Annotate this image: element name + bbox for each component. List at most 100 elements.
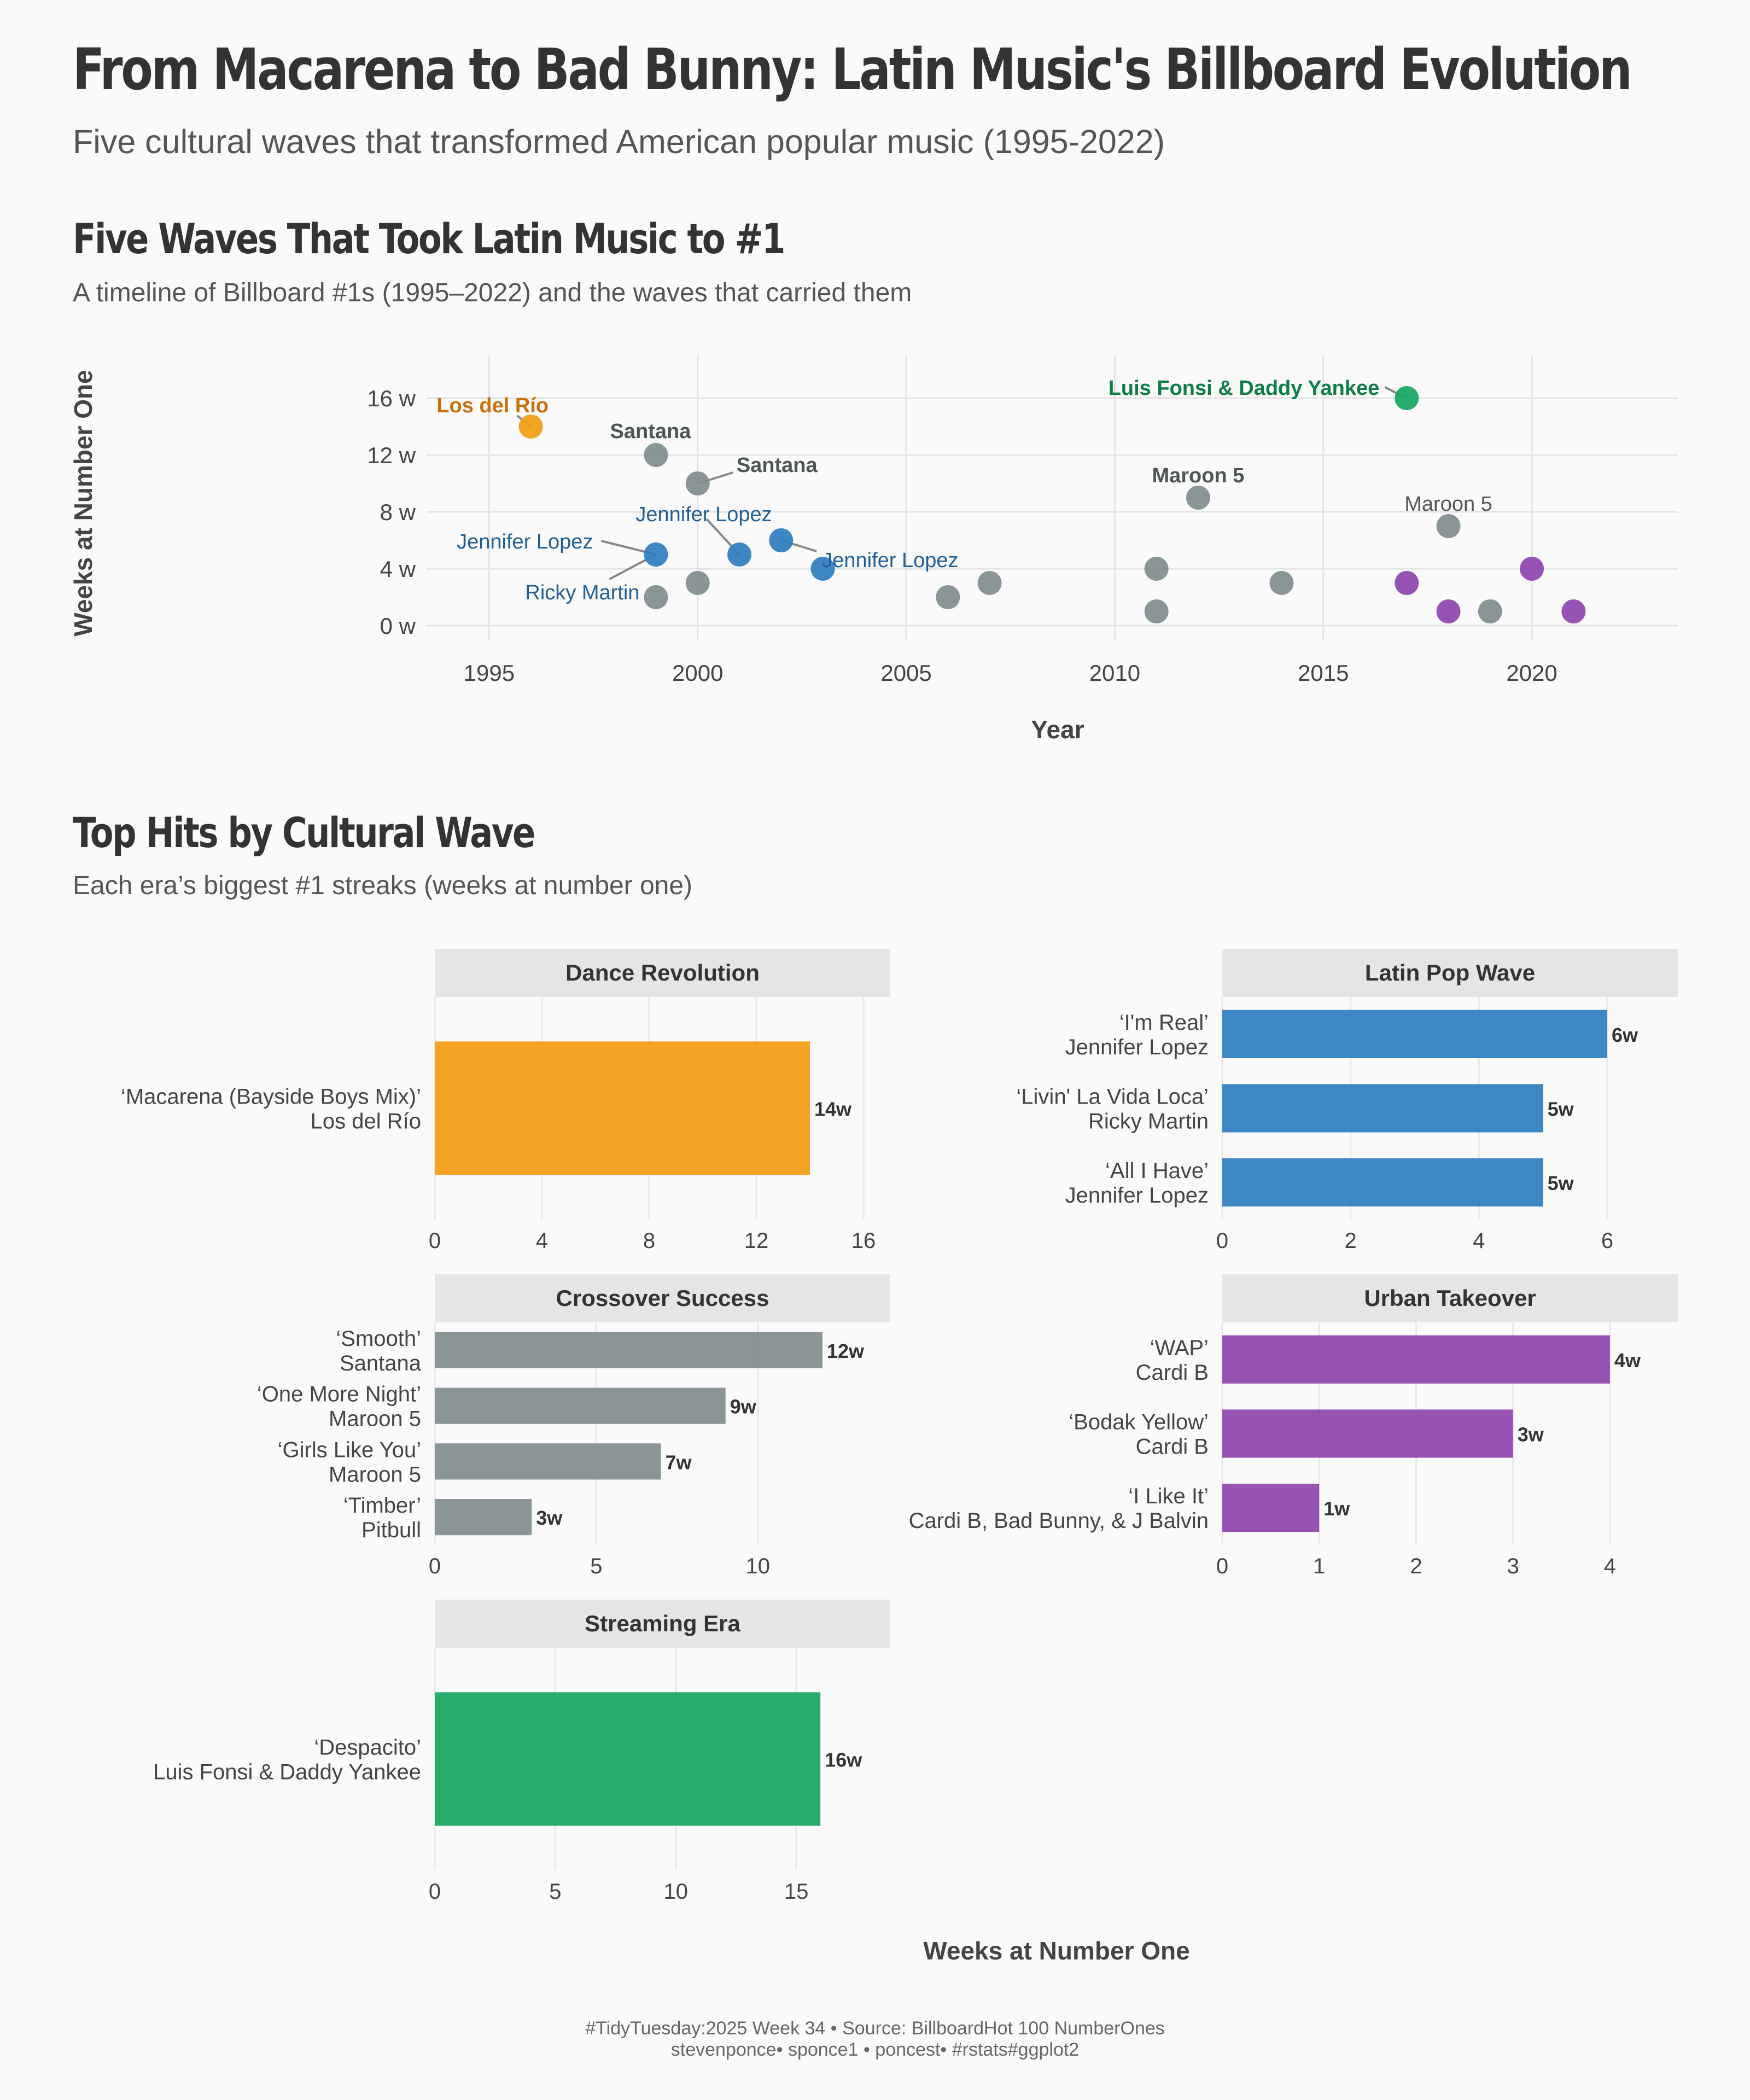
bar-artist-label: Luis Fonsi & Daddy Yankee <box>153 1760 421 1784</box>
bar-artist-label: Jennifer Lopez <box>1065 1035 1209 1059</box>
x-tick-label: 3 <box>1507 1554 1519 1578</box>
bars-section-subtitle: Each era’s biggest #1 streaks (weeks at … <box>73 871 693 900</box>
bar-artist-label: Maroon 5 <box>329 1462 421 1486</box>
timeline-point <box>936 585 960 609</box>
timeline-point <box>1561 599 1586 623</box>
facet-strip <box>1222 949 1678 997</box>
bar-value-label: 3w <box>536 1507 563 1529</box>
timeline-point <box>1395 571 1419 595</box>
timeline-point <box>644 443 668 467</box>
bar-song-label: ‘Macarena (Bayside Boys Mix)’ <box>121 1085 421 1109</box>
y-tick-label: 8 w <box>380 499 416 525</box>
x-tick-label: 0 <box>1216 1229 1228 1253</box>
x-tick-label: 1 <box>1313 1554 1325 1578</box>
bar-value-label: 5w <box>1548 1098 1574 1121</box>
bar <box>435 1387 726 1424</box>
bar-value-label: 9w <box>730 1396 757 1418</box>
bar <box>1222 1484 1320 1532</box>
timeline-point <box>977 571 1002 595</box>
timeline-point <box>685 471 710 495</box>
x-axis-title: Year <box>1031 715 1084 744</box>
timeline-point <box>727 542 751 567</box>
bar-artist-label: Cardi B <box>1136 1435 1209 1459</box>
bar-value-label: 1w <box>1323 1497 1350 1520</box>
timeline-point <box>810 557 835 581</box>
point-annotation: Jennifer Lopez <box>457 530 593 553</box>
timeline-point <box>1269 571 1294 595</box>
point-annotation: Santana <box>610 420 692 443</box>
caption-line-2: stevenponce• sponce1 • poncest• #rstats#… <box>670 2039 1080 2061</box>
timeline-point <box>1144 599 1169 623</box>
bar <box>435 1443 661 1480</box>
x-tick-label: 1995 <box>464 660 515 686</box>
bar-value-label: 16w <box>825 1749 862 1771</box>
timeline-point <box>644 585 668 609</box>
facet-title: Crossover Success <box>556 1285 769 1311</box>
facet-title: Dance Revolution <box>565 960 760 985</box>
bar <box>435 1332 822 1368</box>
point-annotation: Maroon 5 <box>1404 493 1492 516</box>
timeline-point <box>518 415 543 439</box>
timeline-point <box>1520 557 1544 581</box>
facet-title: Urban Takeover <box>1364 1285 1536 1311</box>
bar-song-label: ‘All I Have’ <box>1105 1159 1209 1183</box>
y-tick-label: 12 w <box>367 442 416 468</box>
y-axis-title: Weeks at Number One <box>69 370 97 636</box>
timeline-point <box>1144 557 1169 581</box>
timeline-point <box>1478 599 1502 623</box>
bar <box>1222 1409 1513 1458</box>
timeline-point <box>1436 514 1461 538</box>
x-tick-label: 2005 <box>880 660 931 686</box>
x-tick-label: 2 <box>1410 1554 1422 1578</box>
x-tick-label: 4 <box>536 1229 548 1253</box>
bar-artist-label: Ricky Martin <box>1088 1110 1209 1134</box>
x-tick-label: 2015 <box>1298 660 1349 686</box>
x-tick-label: 0 <box>1216 1554 1228 1578</box>
bar-value-label: 14w <box>814 1098 852 1121</box>
x-tick-label: 12 <box>744 1229 769 1253</box>
facet-title: Streaming Era <box>585 1611 740 1636</box>
point-annotation: Santana <box>737 454 818 477</box>
point-annotation: Maroon 5 <box>1152 464 1244 487</box>
x-tick-label: 0 <box>429 1880 441 1904</box>
x-tick-label: 10 <box>746 1554 771 1578</box>
x-tick-label: 0 <box>429 1229 441 1253</box>
page-subtitle: Five cultural waves that transformed Ame… <box>73 123 1165 160</box>
bar-song-label: ‘WAP’ <box>1150 1336 1209 1360</box>
timeline-point <box>1186 486 1210 510</box>
bar-artist-label: Maroon 5 <box>329 1407 421 1431</box>
y-tick-label: 0 w <box>380 613 416 639</box>
point-annotation: Jennifer Lopez <box>635 503 772 526</box>
timeline-point <box>1395 386 1419 410</box>
bar <box>1222 1084 1543 1133</box>
x-tick-label: 6 <box>1601 1229 1613 1253</box>
timeline-point <box>644 542 668 567</box>
point-annotation: Los del Río <box>436 394 549 417</box>
bar-artist-label: Cardi B, Bad Bunny, & J Balvin <box>909 1509 1209 1533</box>
bar-artist-label: Jennifer Lopez <box>1065 1183 1209 1208</box>
bar-value-label: 5w <box>1548 1172 1574 1194</box>
x-tick-label: 15 <box>784 1880 809 1904</box>
x-tick-label: 2 <box>1345 1229 1357 1253</box>
x-tick-label: 5 <box>549 1880 561 1904</box>
bar <box>1222 1010 1607 1058</box>
bar-song-label: ‘Despacito’ <box>314 1736 421 1760</box>
timeline-scatter-chart: 1995 2000 2005 2010 2015 2020 0 w 4 w 8 w 12 w 16 … <box>69 355 1678 744</box>
point-annotation: Jennifer Lopez <box>822 549 958 572</box>
x-tick-label: 5 <box>590 1554 602 1578</box>
x-tick-label: 0 <box>429 1554 441 1578</box>
facet-strip <box>435 1274 890 1322</box>
bar-song-label: ‘Girls Like You’ <box>278 1438 421 1462</box>
x-tick-label: 8 <box>643 1229 655 1253</box>
facet-title: Latin Pop Wave <box>1365 960 1535 985</box>
y-tick-label: 4 w <box>380 556 416 582</box>
x-tick-label: 4 <box>1604 1554 1616 1578</box>
point-annotation: Luis Fonsi & Daddy Yankee <box>1109 377 1380 400</box>
bar <box>1222 1158 1543 1207</box>
timeline-section-title: Five Waves That Took Latin Music to #1 <box>73 214 786 263</box>
bars-section-title: Top Hits by Cultural Wave <box>73 808 535 857</box>
bar-value-label: 3w <box>1518 1424 1544 1446</box>
point-annotation: Ricky Martin <box>525 581 639 604</box>
facet-strip <box>435 1600 890 1648</box>
